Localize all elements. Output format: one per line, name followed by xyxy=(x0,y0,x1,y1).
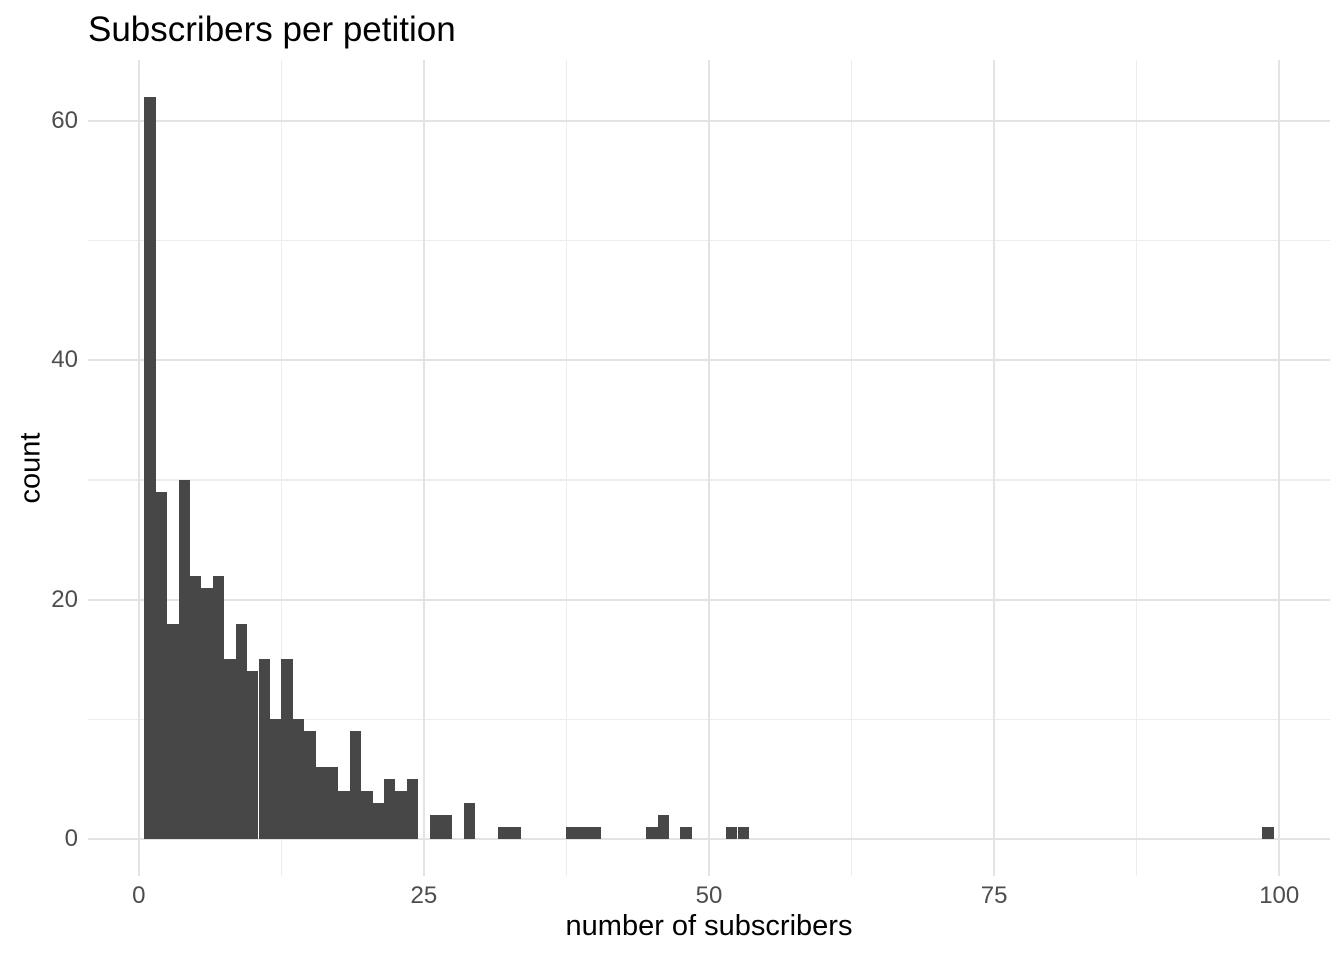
gridline-y-major xyxy=(88,359,1330,362)
histogram-bar xyxy=(304,731,316,839)
x-tick-label: 100 xyxy=(1259,882,1300,909)
histogram-bar xyxy=(726,826,738,839)
x-tick-label: 50 xyxy=(695,882,723,909)
gridline-x-major xyxy=(1278,60,1281,876)
gridline-x-minor xyxy=(280,60,283,876)
histogram-bar xyxy=(269,719,282,839)
x-tick-label: 25 xyxy=(410,882,438,909)
histogram-bar xyxy=(349,731,362,839)
gridline-x-minor xyxy=(1135,60,1138,876)
histogram-bar xyxy=(406,779,419,839)
histogram-bar xyxy=(1262,826,1274,839)
histogram-bar xyxy=(372,803,384,839)
gridline-y-major xyxy=(88,598,1330,601)
gridline-x-major xyxy=(993,60,996,876)
histogram-bar xyxy=(463,803,476,839)
plot-panel xyxy=(88,60,1330,876)
gridline-x-major xyxy=(137,60,140,876)
histogram-bar xyxy=(440,814,453,839)
histogram-bar xyxy=(167,623,179,839)
gridline-x-major xyxy=(422,60,425,876)
y-tick-label: 60 xyxy=(51,107,78,135)
histogram-bar xyxy=(498,826,510,839)
histogram-bar xyxy=(201,587,213,839)
y-tick-label: 20 xyxy=(51,585,78,613)
x-tick-label: 75 xyxy=(980,882,1008,909)
histogram-bar xyxy=(509,826,521,839)
histogram-bar xyxy=(338,791,350,839)
histogram-bar xyxy=(326,767,339,839)
x-tick-label: 0 xyxy=(132,882,146,909)
y-tick-label: 0 xyxy=(64,824,78,852)
histogram-bar xyxy=(258,659,270,839)
histogram-bar xyxy=(292,719,305,839)
gridline-x-major xyxy=(708,60,710,876)
x-axis-title: number of subscribers xyxy=(565,910,853,942)
gridline-y-major xyxy=(88,120,1330,123)
histogram-bar xyxy=(315,767,327,839)
histogram-bar xyxy=(178,479,191,839)
gridline-y-major xyxy=(88,837,1330,840)
histogram-bar xyxy=(577,826,590,839)
histogram-bar xyxy=(235,623,248,839)
histogram-bar xyxy=(190,575,202,839)
histogram-bar xyxy=(657,814,670,839)
histogram-bar xyxy=(281,659,293,839)
histogram-bar xyxy=(395,791,407,839)
histogram-bar xyxy=(566,826,578,839)
histogram-bar xyxy=(361,791,373,839)
histogram-bar xyxy=(589,826,601,839)
gridline-x-minor xyxy=(565,60,568,876)
histogram-bar xyxy=(646,826,658,839)
histogram-bar xyxy=(429,814,441,839)
histogram-bar xyxy=(737,826,749,839)
histogram-bar xyxy=(155,491,168,839)
histogram-bar xyxy=(680,826,692,839)
y-axis-title: count xyxy=(14,432,47,504)
histogram-bar xyxy=(212,575,225,839)
y-tick-label: 40 xyxy=(51,346,78,374)
histogram-bar xyxy=(383,779,396,839)
plot-title: Subscribers per petition xyxy=(88,10,456,49)
gridline-x-minor xyxy=(850,60,853,876)
histogram-bar xyxy=(247,671,259,839)
histogram-bar xyxy=(144,97,156,839)
histogram-bar xyxy=(224,659,236,839)
